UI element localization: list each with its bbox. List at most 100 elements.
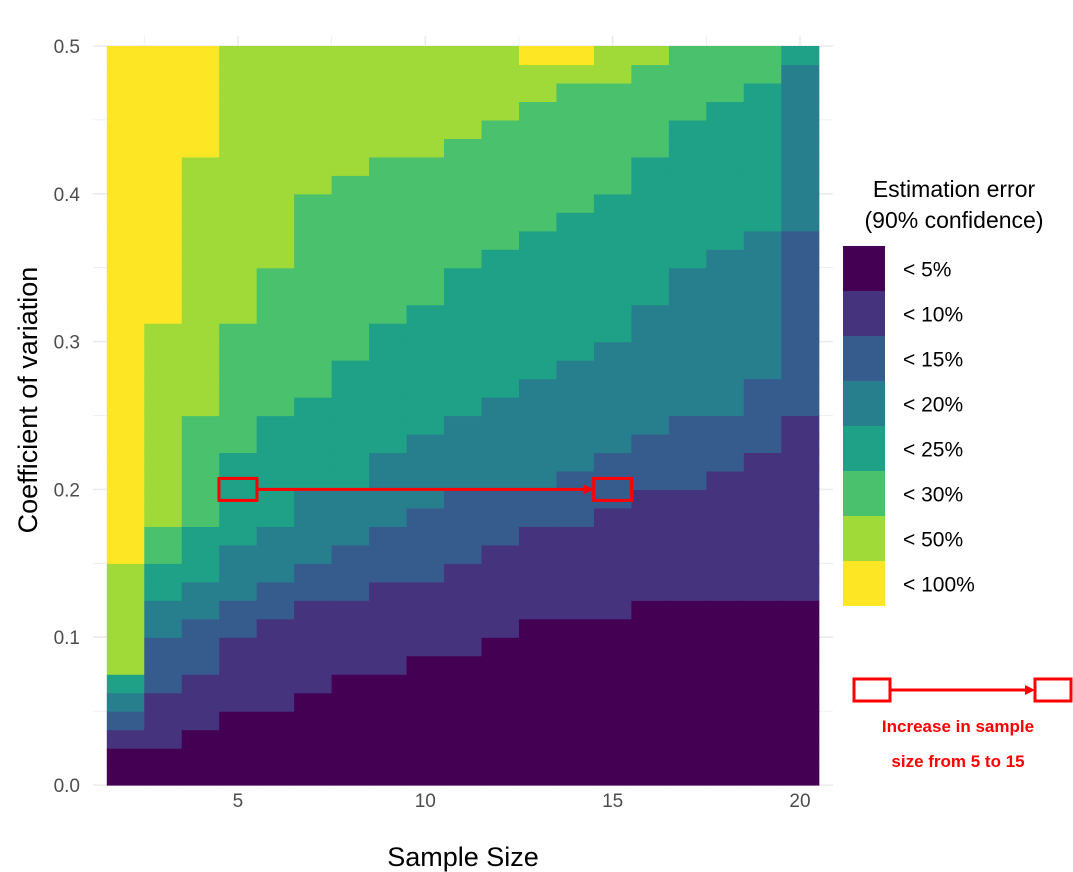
heatmap-cell [369, 489, 408, 509]
heatmap-cell [106, 286, 145, 306]
heatmap-cell [668, 119, 707, 139]
heatmap-cell [256, 470, 295, 490]
heatmap-cell [556, 637, 595, 657]
heatmap-cell [256, 46, 295, 66]
heatmap-cell [593, 267, 632, 287]
heatmap-cell [444, 655, 483, 675]
heatmap-cell [781, 618, 820, 638]
heatmap-cell [294, 655, 333, 675]
legend: Estimation error (90% confidence) < 5%< … [843, 176, 1044, 606]
heatmap-cell [331, 304, 370, 324]
heatmap-cell [106, 64, 145, 84]
heatmap-cell [556, 119, 595, 139]
heatmap-cell [706, 249, 745, 269]
heatmap-cell [331, 212, 370, 232]
heatmap-cell [556, 156, 595, 176]
heatmap-cell [593, 378, 632, 398]
heatmap-cell [144, 692, 183, 712]
heatmap-cell [406, 323, 445, 343]
heatmap-cell [144, 711, 183, 731]
heatmap-cell [706, 193, 745, 213]
heatmap-cell [481, 64, 520, 84]
heatmap-cell [668, 341, 707, 361]
legend-key-swatch [843, 516, 885, 561]
heatmap-cell [219, 138, 258, 158]
heatmap-cell [593, 101, 632, 121]
heatmap-cell [369, 507, 408, 527]
heatmap-cell [518, 304, 558, 324]
heatmap-cell [743, 674, 782, 694]
heatmap-cell [256, 600, 295, 620]
heatmap-cell [668, 304, 707, 324]
heatmap-cell [743, 101, 782, 121]
heatmap-cell [518, 415, 558, 435]
heatmap-cell [331, 267, 370, 287]
heatmap-cell [781, 323, 820, 343]
heatmap-cell [481, 341, 520, 361]
heatmap-cell [369, 193, 408, 213]
heatmap-cell [106, 544, 145, 564]
heatmap-cell [106, 175, 145, 195]
heatmap-cell [369, 748, 408, 768]
heatmap-cell [631, 692, 670, 712]
heatmap-cell [144, 267, 183, 287]
heatmap-cell [668, 286, 707, 306]
heatmap-cell [481, 175, 520, 195]
heatmap-cell [481, 470, 520, 490]
heatmap-cell [294, 267, 333, 287]
heatmap-cell [294, 618, 333, 638]
heatmap-cell [481, 304, 520, 324]
heatmap-cell [331, 64, 370, 84]
heatmap-cell [406, 193, 445, 213]
heatmap-cell [444, 360, 483, 380]
heatmap-cell [256, 563, 295, 583]
heatmap-cell [556, 563, 595, 583]
heatmap-cell [444, 323, 483, 343]
heatmap-cell [181, 766, 220, 786]
heatmap-cell [593, 46, 632, 66]
heatmap-cell [781, 138, 820, 158]
heatmap-cell [706, 397, 745, 417]
heatmap-cell [406, 415, 445, 435]
heatmap-cell [593, 618, 632, 638]
heatmap-cells [106, 46, 820, 786]
heatmap-cell [631, 470, 670, 490]
heatmap-cell [518, 544, 558, 564]
heatmap-cell [706, 156, 745, 176]
heatmap-cell [518, 470, 558, 490]
heatmap-cell [106, 119, 145, 139]
heatmap-cell [444, 193, 483, 213]
heatmap-cell [294, 378, 333, 398]
heatmap-cell [181, 101, 220, 121]
heatmap-cell [706, 452, 745, 472]
heatmap-cell [556, 729, 595, 749]
heatmap-cell [706, 470, 745, 490]
heatmap-cell [706, 729, 745, 749]
heatmap-cell [556, 526, 595, 546]
heatmap-cell [294, 193, 333, 213]
heatmap-cell [294, 397, 333, 417]
heatmap-cell [219, 452, 258, 472]
heatmap-cell [444, 119, 483, 139]
heatmap-cell [294, 729, 333, 749]
heatmap-cell [706, 637, 745, 657]
heatmap-cell [444, 711, 483, 731]
heatmap-cell [518, 618, 558, 638]
heatmap-cell [781, 175, 820, 195]
heatmap-cell [444, 692, 483, 712]
heatmap-cell [294, 341, 333, 361]
heatmap-cell [294, 526, 333, 546]
heatmap-cell [406, 378, 445, 398]
heatmap-cell [331, 637, 370, 657]
heatmap-cell [181, 341, 220, 361]
heatmap-cell [444, 138, 483, 158]
heatmap-cell [593, 156, 632, 176]
heatmap-cell [518, 323, 558, 343]
heatmap-cell [743, 711, 782, 731]
heatmap-cell [106, 193, 145, 213]
heatmap-cell [706, 119, 745, 139]
heatmap-cell [781, 433, 820, 454]
heatmap-cell [481, 711, 520, 731]
heatmap-cell [631, 286, 670, 306]
heatmap-cell [481, 489, 520, 509]
